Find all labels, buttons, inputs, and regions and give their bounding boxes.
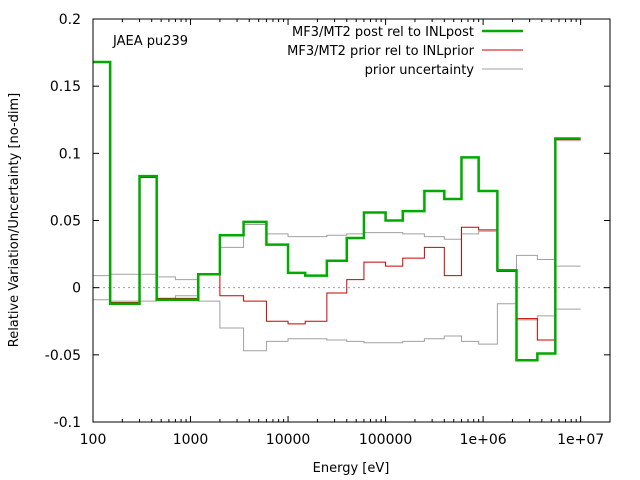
- legend-label: prior uncertainty: [365, 63, 475, 78]
- y-axis-title: Relative Variation/Uncertainty [no-dim]: [7, 93, 22, 348]
- legend-label: MF3/MT2 prior rel to INLprior: [287, 44, 474, 59]
- chart-annotation: JAEA pu239: [112, 34, 188, 49]
- series-mf3-mt2-prior-rel-to-inlprior-line: [93, 61, 581, 341]
- y-tick-label: 0.1: [59, 146, 81, 162]
- y-tick-label: 0: [72, 281, 81, 297]
- series-post-line-hit: [93, 62, 581, 360]
- y-tick-label: -0.1: [54, 415, 81, 431]
- legend-label: MF3/MT2 post rel to INLpost: [292, 25, 474, 40]
- y-tick-label: 0.2: [59, 12, 81, 28]
- series-mf3-mt2-post-rel-to-inlpost-line: [93, 60, 581, 362]
- x-tick-label: 100: [80, 432, 107, 448]
- y-tick-label: 0.05: [50, 214, 81, 230]
- x-tick-label: 1000: [173, 432, 209, 448]
- x-tick-label: 100000: [359, 432, 412, 448]
- x-axis-title: Energy [eV]: [313, 461, 390, 476]
- y-tick-label: 0.15: [50, 79, 81, 95]
- plot-frame: [92, 18, 611, 423]
- y-tick-label: -0.05: [45, 348, 81, 364]
- x-tick-label: 10000: [266, 432, 311, 448]
- x-tick-label: 1e+07: [557, 432, 604, 448]
- x-tick-label: 1e+06: [460, 432, 507, 448]
- series-prior-uncertainty-line-negative: [93, 295, 581, 352]
